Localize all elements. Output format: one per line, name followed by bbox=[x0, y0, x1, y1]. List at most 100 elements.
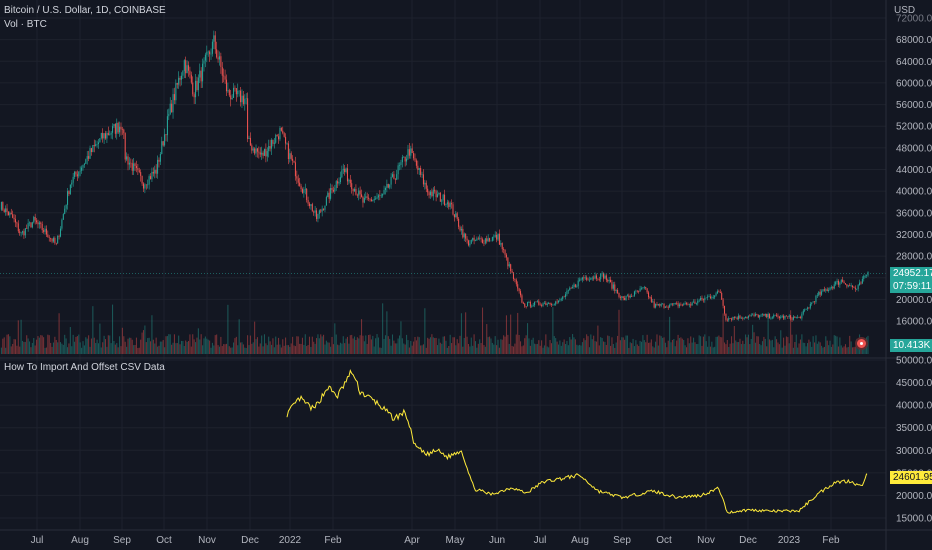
volume-bar bbox=[142, 330, 145, 354]
candle-body bbox=[483, 243, 485, 244]
volume-bar bbox=[479, 339, 481, 354]
candle-body bbox=[621, 296, 623, 298]
volume-bar bbox=[562, 342, 564, 354]
candle-body bbox=[480, 238, 482, 240]
indicator-legend[interactable]: How To Import And Offset CSV Data bbox=[4, 362, 165, 373]
candle-body bbox=[636, 290, 638, 292]
volume-bar bbox=[410, 340, 412, 354]
candle-body bbox=[504, 249, 506, 255]
volume-bar bbox=[279, 344, 281, 354]
volume-legend[interactable]: Vol · BTC bbox=[4, 19, 47, 30]
candle-body bbox=[718, 291, 720, 293]
candle-body bbox=[79, 170, 81, 172]
candle-body bbox=[45, 228, 47, 235]
volume-bar bbox=[524, 338, 526, 354]
candle-body bbox=[771, 317, 773, 319]
volume-bar bbox=[114, 344, 116, 354]
volume-bar bbox=[175, 343, 177, 354]
volume-bar bbox=[344, 343, 346, 354]
volume-bar bbox=[489, 336, 491, 354]
candle-body bbox=[812, 301, 814, 303]
candle-body bbox=[213, 35, 215, 42]
volume-bar bbox=[189, 334, 191, 354]
time-axis[interactable]: Jul Aug Sep Oct Nov Dec 2022 Feb Apr May Jun Jul Aug… bbox=[31, 535, 840, 546]
candle-body bbox=[24, 228, 26, 236]
candle-body bbox=[715, 293, 717, 296]
volume-bar bbox=[81, 347, 83, 354]
indicator-axis[interactable]: 50000.00 45000.00 40000.00 35000.00 30000.00… bbox=[896, 356, 932, 525]
volume-bar bbox=[413, 341, 415, 354]
volume-bar bbox=[691, 342, 693, 354]
candle-body bbox=[573, 284, 575, 288]
candle-body bbox=[346, 168, 349, 182]
candle-body bbox=[524, 303, 526, 307]
volume-bar bbox=[341, 343, 343, 354]
volume-bar bbox=[376, 334, 378, 354]
candle-body bbox=[655, 304, 657, 308]
volume-bar bbox=[241, 342, 243, 354]
candle-body bbox=[106, 132, 108, 139]
candle-body bbox=[588, 279, 590, 281]
candle-body bbox=[795, 317, 797, 318]
volume-bar bbox=[5, 347, 7, 354]
price-tick-label: 52000.00 bbox=[896, 122, 932, 133]
volume-bar bbox=[517, 312, 519, 354]
volume-bar bbox=[569, 337, 571, 354]
candle-body bbox=[726, 319, 728, 321]
volume-bar bbox=[512, 346, 515, 354]
volume-bar bbox=[107, 335, 109, 354]
volume-bar bbox=[804, 342, 806, 354]
volume-bar bbox=[169, 334, 171, 354]
volume-bar bbox=[483, 345, 485, 354]
candle-body bbox=[851, 285, 854, 288]
candle-body bbox=[541, 305, 543, 306]
indicator-line bbox=[286, 368, 868, 514]
volume-bar bbox=[740, 344, 742, 354]
volume-bar bbox=[265, 343, 267, 354]
candle-body bbox=[666, 306, 668, 308]
candle-body bbox=[843, 281, 845, 284]
volume-bar bbox=[556, 341, 558, 354]
volume-bar bbox=[420, 345, 422, 354]
candle-body bbox=[814, 301, 816, 303]
volume-bar bbox=[560, 345, 562, 354]
candle-body bbox=[33, 216, 35, 223]
candle-body bbox=[256, 148, 258, 152]
candle-body bbox=[849, 285, 851, 287]
volume-bar bbox=[618, 309, 620, 354]
candle-body bbox=[476, 238, 478, 241]
volume-bar bbox=[543, 345, 545, 354]
volume-bar bbox=[20, 319, 22, 354]
candle-body bbox=[602, 273, 605, 279]
candle-body bbox=[683, 304, 685, 306]
candle-body bbox=[66, 191, 69, 205]
volume-bar bbox=[358, 338, 360, 354]
candle-body bbox=[701, 297, 703, 300]
volume-bar bbox=[581, 342, 583, 354]
volume-bar bbox=[428, 338, 430, 354]
volume-bar bbox=[64, 334, 66, 354]
volume-bar bbox=[847, 346, 849, 354]
candle-body bbox=[780, 316, 782, 319]
volume-bar bbox=[394, 343, 396, 354]
volume-bar bbox=[837, 346, 839, 354]
price-tick-label: 40000.00 bbox=[896, 187, 932, 198]
volume-bar bbox=[195, 342, 197, 354]
candle-body bbox=[64, 208, 66, 215]
candle-body bbox=[34, 216, 36, 221]
candle-body bbox=[224, 76, 226, 80]
volume-bar bbox=[285, 337, 287, 354]
candle-body bbox=[818, 291, 820, 296]
candle-body bbox=[62, 214, 64, 220]
volume-bar bbox=[708, 336, 710, 354]
volume-bar bbox=[103, 335, 105, 354]
volume-bar bbox=[770, 340, 772, 354]
candle-body bbox=[297, 178, 299, 183]
alert-icon[interactable] bbox=[855, 337, 868, 350]
volume-bar bbox=[424, 308, 426, 354]
symbol-title[interactable]: Bitcoin / U.S. Dollar, 1D, COINBASE bbox=[4, 5, 166, 16]
candle-body bbox=[263, 149, 266, 156]
candle-body bbox=[7, 211, 9, 216]
candle-body bbox=[459, 226, 461, 231]
